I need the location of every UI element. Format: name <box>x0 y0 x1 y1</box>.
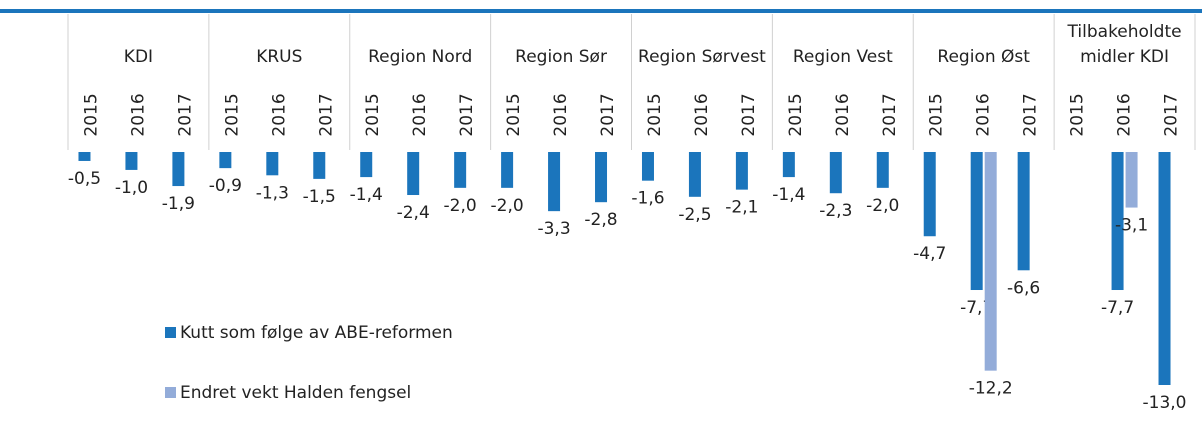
group-label: Region Vest <box>792 47 893 67</box>
x-tick-label: 2016 <box>1115 93 1135 136</box>
bar <box>735 152 748 190</box>
x-tick-label: 2017 <box>1021 93 1041 136</box>
x-tick-label: 2015 <box>927 93 947 136</box>
bar <box>501 152 514 188</box>
x-tick-label: 2017 <box>316 93 336 136</box>
legend-label: Kutt som følge av ABE-reformen <box>180 323 453 343</box>
bar <box>970 152 983 291</box>
data-label: -13,0 <box>1143 393 1187 413</box>
bar <box>1158 152 1171 385</box>
data-label: -2,1 <box>725 198 758 218</box>
bar <box>454 152 467 188</box>
bar <box>548 152 561 212</box>
data-label: -1,9 <box>162 194 195 214</box>
bar <box>266 152 279 176</box>
bar <box>782 152 795 178</box>
data-label: -2,0 <box>866 196 899 216</box>
data-label: -1,6 <box>631 189 664 209</box>
data-label: -3,3 <box>537 219 570 239</box>
x-tick-label: 2017 <box>175 93 195 136</box>
x-tick-label: 2015 <box>786 93 806 136</box>
x-tick-label: 2017 <box>880 93 900 136</box>
bar <box>595 152 608 203</box>
title-rule <box>0 9 1202 13</box>
data-label: -1,5 <box>303 187 336 207</box>
x-tick-label: 2017 <box>598 93 618 136</box>
bar <box>313 152 326 179</box>
data-label: -1,4 <box>350 185 383 205</box>
group-label: Region Øst <box>937 47 1030 67</box>
legend-label: Endret vekt Halden fengsel <box>180 383 411 403</box>
x-tick-label: 2016 <box>128 93 148 136</box>
data-label: -1,0 <box>115 178 148 198</box>
group-label: Region Sørvest <box>638 47 766 67</box>
bar <box>923 152 936 237</box>
group-label: Tilbakeholdte midler KDI <box>1067 22 1182 67</box>
bar <box>219 152 232 169</box>
data-label: -12,2 <box>969 379 1013 399</box>
bar <box>172 152 185 187</box>
data-label: -1,3 <box>256 183 289 203</box>
x-tick-label: 2015 <box>222 93 242 136</box>
group-label: Region Nord <box>368 47 473 67</box>
x-tick-label: 2017 <box>1162 93 1182 136</box>
x-tick-label: 2015 <box>504 93 524 136</box>
x-tick-label: 2015 <box>645 93 665 136</box>
x-tick-label: 2016 <box>269 93 289 136</box>
data-label: -2,4 <box>397 203 430 223</box>
bar <box>641 152 654 181</box>
x-tick-label: 2017 <box>739 93 759 136</box>
bar <box>876 152 889 188</box>
bar <box>125 152 138 170</box>
bar <box>688 152 701 197</box>
group-label: KDI <box>123 47 154 67</box>
data-label: -4,7 <box>913 244 946 264</box>
data-label: -0,9 <box>209 176 242 196</box>
bar <box>1125 152 1138 208</box>
data-label: -0,5 <box>68 169 101 189</box>
data-label: -2,0 <box>491 196 524 216</box>
bar <box>984 152 997 371</box>
bar <box>78 152 91 161</box>
data-label: -6,6 <box>1007 278 1040 298</box>
legend-swatch <box>165 327 176 338</box>
data-label: -2,8 <box>584 210 617 230</box>
x-tick-label: 2016 <box>833 93 853 136</box>
x-tick-label: 2015 <box>81 93 101 136</box>
x-tick-label: 2015 <box>363 93 383 136</box>
data-label: -2,0 <box>444 196 477 216</box>
x-tick-label: 2017 <box>457 93 477 136</box>
x-tick-label: 2015 <box>1068 93 1088 136</box>
data-label: -3,1 <box>1115 216 1148 236</box>
x-tick-label: 2016 <box>551 93 571 136</box>
x-tick-label: 2016 <box>410 93 430 136</box>
data-label: -2,5 <box>678 205 711 225</box>
data-label: -1,4 <box>772 185 805 205</box>
bar <box>829 152 842 194</box>
bar <box>1111 152 1124 291</box>
bar <box>360 152 373 178</box>
legend-swatch <box>165 387 176 398</box>
bar <box>407 152 420 196</box>
group-label: Region Sør <box>515 47 607 67</box>
x-tick-label: 2016 <box>692 93 712 136</box>
bar <box>1017 152 1030 271</box>
group-label: KRUS <box>256 47 303 67</box>
data-label: -7,7 <box>1101 298 1134 318</box>
x-tick-label: 2016 <box>974 93 994 136</box>
data-label: -2,3 <box>819 201 852 221</box>
